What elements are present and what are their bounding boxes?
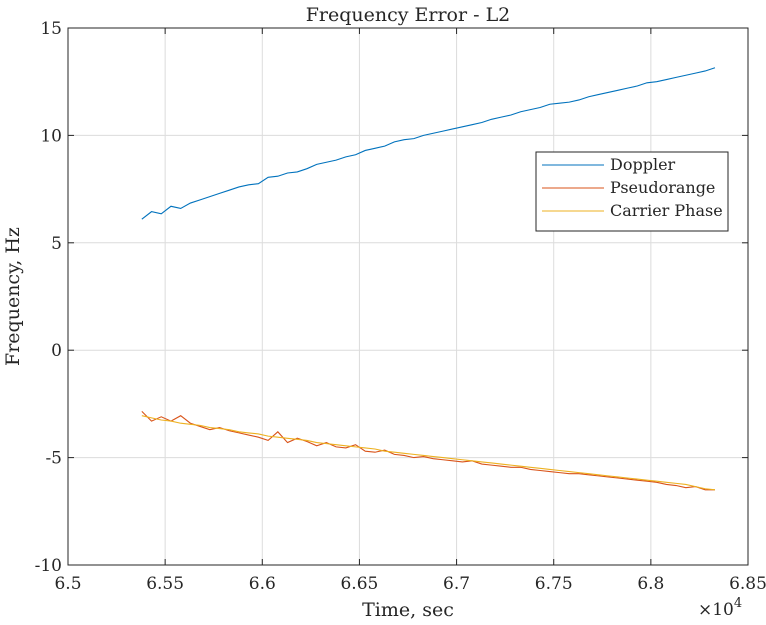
x-axis-exponent-base: ×10 [698,600,734,620]
y-tick-label: 15 [40,19,62,39]
data-series [141,67,716,491]
y-tick-label: -5 [45,449,62,469]
series-line-doppler [141,67,716,220]
x-axis-label: Time, sec [362,599,454,621]
x-tick-label: 6.8 [637,574,664,594]
grid [67,27,749,566]
legend-label-doppler: Doppler [610,155,676,174]
y-tick-label: 0 [51,341,62,361]
x-axis-exponent: ×104 [698,596,742,620]
x-tick-label: 6.6 [249,574,276,594]
y-axis-label: Frequency, Hz [2,227,24,366]
series-line-carrier-phase [141,415,716,491]
chart-title: Frequency Error - L2 [306,4,511,26]
axis-ticks: 6.5 6.55 6.6 6.65 6.7 6.75 6.8 6.85 -10 -5 0 5 10 15 [35,19,766,594]
y-tick-label: -10 [35,556,62,576]
plot-area [67,27,749,566]
y-tick-label: 5 [51,234,62,254]
legend-label-pseudorange: Pseudorange [610,178,715,197]
x-tick-label: 6.55 [146,574,184,594]
y-tick-label: 10 [40,126,62,146]
series-line-pseudorange [141,411,715,491]
legend-label-carrier-phase: Carrier Phase [610,201,723,220]
x-tick-label: 6.7 [443,574,470,594]
legend: Doppler Pseudorange Carrier Phase [535,151,729,232]
x-tick-label: 6.85 [729,574,766,594]
x-tick-label: 6.75 [535,574,573,594]
x-axis-exponent-power: 4 [734,596,742,611]
x-tick-label: 6.65 [340,574,378,594]
x-tick-label: 6.5 [54,574,81,594]
